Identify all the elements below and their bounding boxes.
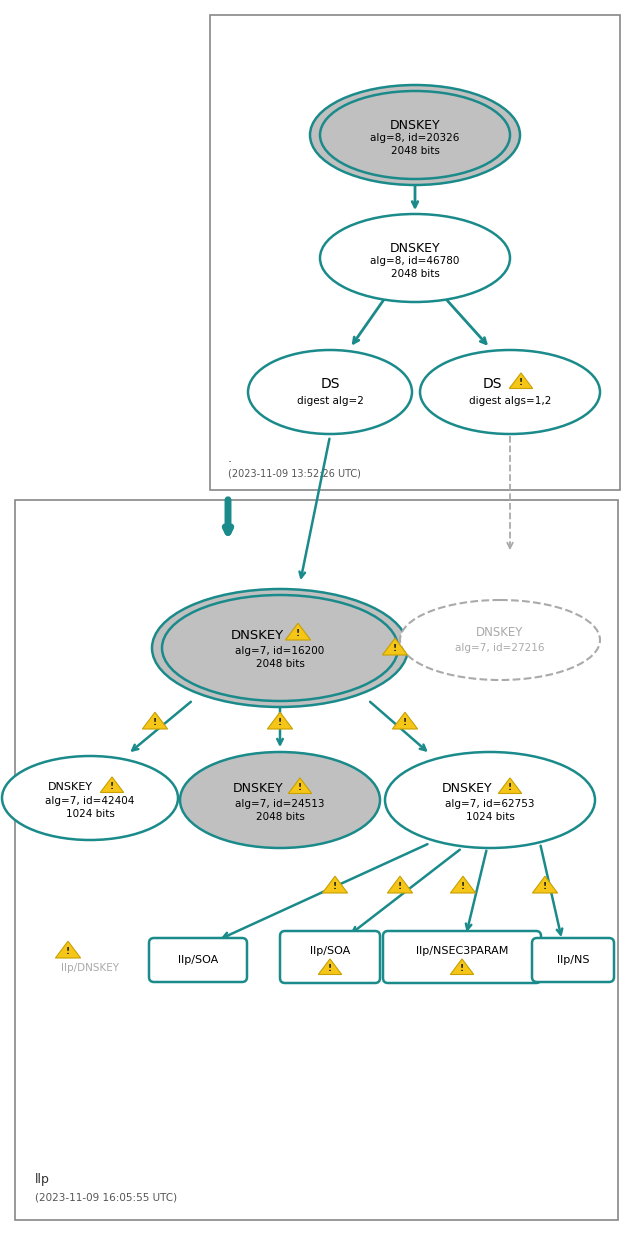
- Text: DNSKEY: DNSKEY: [442, 782, 492, 794]
- Text: DNSKEY: DNSKEY: [233, 782, 284, 794]
- Text: alg=7, id=62753: alg=7, id=62753: [445, 799, 535, 810]
- Polygon shape: [498, 778, 522, 793]
- Text: (2023-11-09 16:05:55 UTC): (2023-11-09 16:05:55 UTC): [35, 1194, 177, 1204]
- Text: !: !: [153, 718, 157, 728]
- Ellipse shape: [180, 752, 380, 849]
- Text: (2023-11-09 13:52:26 UTC): (2023-11-09 13:52:26 UTC): [228, 468, 361, 478]
- FancyBboxPatch shape: [149, 938, 247, 982]
- Text: llp/SOA: llp/SOA: [310, 946, 350, 956]
- Text: digest alg=2: digest alg=2: [297, 397, 363, 405]
- Text: 1024 bits: 1024 bits: [465, 812, 515, 822]
- Text: llp/NS: llp/NS: [557, 956, 589, 964]
- Text: DNSKEY: DNSKEY: [230, 628, 284, 642]
- Text: !: !: [298, 783, 302, 792]
- Polygon shape: [387, 876, 413, 893]
- Polygon shape: [532, 876, 558, 893]
- Text: alg=7, id=16200: alg=7, id=16200: [235, 646, 325, 656]
- Text: !: !: [543, 883, 547, 891]
- Ellipse shape: [420, 350, 600, 434]
- Text: alg=8, id=46780: alg=8, id=46780: [370, 256, 460, 266]
- Polygon shape: [451, 876, 475, 893]
- Ellipse shape: [310, 86, 520, 185]
- Ellipse shape: [400, 601, 600, 680]
- Polygon shape: [56, 942, 80, 958]
- Text: 2048 bits: 2048 bits: [391, 146, 439, 156]
- Text: !: !: [461, 883, 465, 891]
- Ellipse shape: [248, 350, 412, 434]
- FancyBboxPatch shape: [280, 930, 380, 983]
- Text: alg=8, id=20326: alg=8, id=20326: [370, 133, 460, 144]
- Polygon shape: [322, 876, 348, 893]
- Ellipse shape: [162, 596, 398, 701]
- Text: !: !: [519, 378, 523, 388]
- Polygon shape: [285, 623, 311, 640]
- Bar: [15, 500, 618, 1220]
- Text: DS: DS: [482, 376, 502, 392]
- Ellipse shape: [152, 589, 408, 708]
- Text: 2048 bits: 2048 bits: [256, 812, 304, 822]
- Text: DS: DS: [320, 376, 340, 392]
- Text: !: !: [460, 964, 464, 973]
- Ellipse shape: [2, 755, 178, 840]
- Text: alg=7, id=24513: alg=7, id=24513: [235, 799, 325, 810]
- Polygon shape: [392, 713, 418, 729]
- Polygon shape: [318, 959, 342, 974]
- Text: !: !: [296, 630, 300, 638]
- Text: !: !: [278, 718, 282, 728]
- Text: !: !: [403, 718, 407, 728]
- Polygon shape: [288, 778, 311, 793]
- Text: .: .: [228, 452, 232, 465]
- Text: DNSKEY: DNSKEY: [47, 782, 92, 792]
- Polygon shape: [510, 373, 533, 389]
- Text: 2048 bits: 2048 bits: [391, 269, 439, 279]
- Text: !: !: [66, 947, 70, 956]
- Text: !: !: [398, 883, 402, 891]
- Text: llp/DNSKEY: llp/DNSKEY: [61, 963, 119, 973]
- Polygon shape: [267, 713, 292, 729]
- Ellipse shape: [320, 91, 510, 179]
- Bar: [210, 15, 620, 490]
- Text: DNSKEY: DNSKEY: [390, 118, 441, 131]
- Text: digest algs=1,2: digest algs=1,2: [469, 397, 551, 405]
- Text: llp/NSEC3PARAM: llp/NSEC3PARAM: [416, 946, 508, 956]
- Polygon shape: [450, 959, 473, 974]
- Text: !: !: [508, 783, 512, 792]
- Text: alg=7, id=27216: alg=7, id=27216: [455, 643, 545, 653]
- FancyBboxPatch shape: [383, 930, 541, 983]
- Text: !: !: [333, 883, 337, 891]
- Polygon shape: [142, 713, 168, 729]
- Text: 1024 bits: 1024 bits: [66, 810, 115, 820]
- Ellipse shape: [385, 752, 595, 849]
- Polygon shape: [100, 777, 123, 792]
- Text: llp: llp: [35, 1173, 50, 1186]
- Text: !: !: [110, 782, 114, 791]
- Text: DNSKEY: DNSKEY: [476, 626, 523, 638]
- Text: !: !: [393, 645, 397, 653]
- Text: llp/SOA: llp/SOA: [178, 956, 218, 964]
- Text: alg=7, id=42404: alg=7, id=42404: [46, 796, 135, 806]
- FancyBboxPatch shape: [532, 938, 614, 982]
- Text: !: !: [328, 964, 332, 973]
- Text: 2048 bits: 2048 bits: [256, 658, 304, 669]
- Polygon shape: [382, 638, 408, 655]
- Ellipse shape: [320, 214, 510, 302]
- Text: DNSKEY: DNSKEY: [390, 242, 441, 254]
